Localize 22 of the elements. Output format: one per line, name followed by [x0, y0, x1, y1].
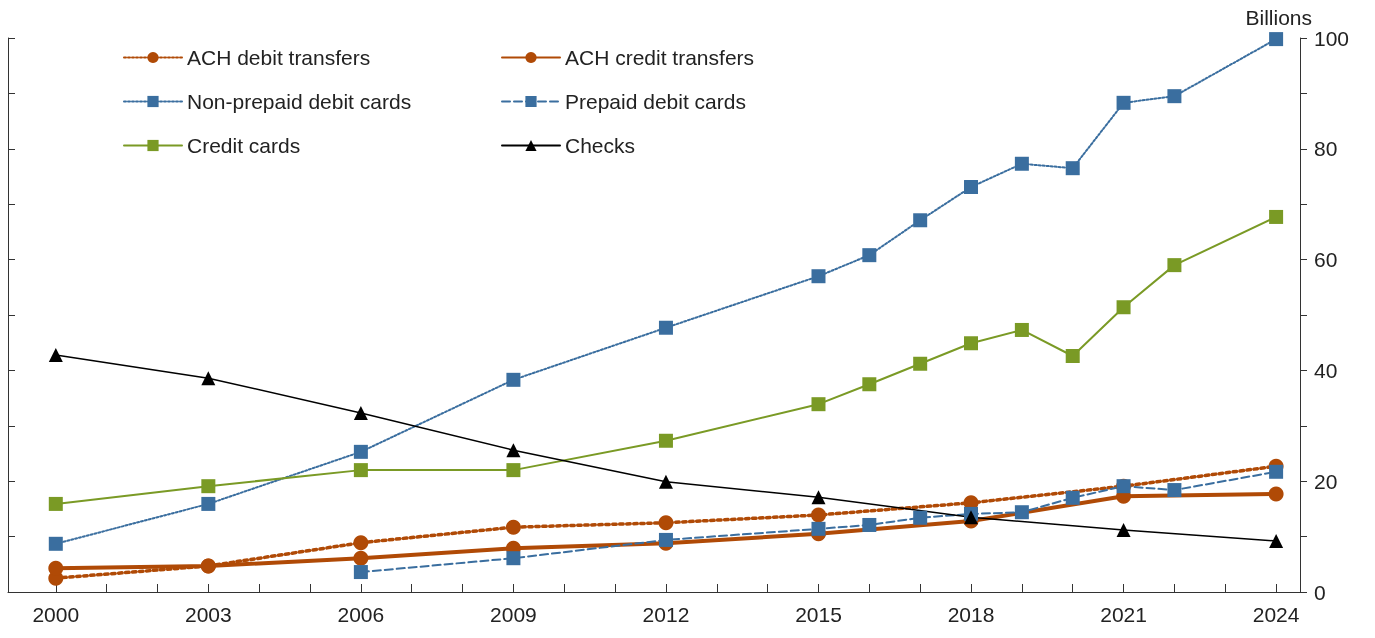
- x-tick-label: 2012: [642, 603, 690, 626]
- legend-label: ACH debit transfers: [187, 46, 371, 69]
- y-tick-label: 80: [1314, 137, 1338, 161]
- y-tick-label: 100: [1314, 26, 1350, 50]
- x-tick-label: 2003: [184, 603, 232, 626]
- x-tick-label: 2015: [795, 603, 842, 626]
- legend-label: Checks: [565, 134, 636, 157]
- y-tick-label: 60: [1314, 248, 1338, 272]
- x-tick-label: 2006: [337, 603, 385, 626]
- x-tick-label: 2024: [1252, 603, 1300, 626]
- legend-label: Prepaid debit cards: [565, 90, 746, 113]
- y-tick-label: 40: [1314, 358, 1338, 382]
- legend-label: ACH credit transfers: [565, 46, 755, 69]
- x-tick-label: 2000: [32, 603, 80, 626]
- y-tick-label: 0: [1314, 580, 1326, 604]
- y-tick-label: 20: [1314, 469, 1338, 493]
- legend-label: Non-prepaid debit cards: [187, 90, 412, 113]
- legend-label: Credit cards: [187, 134, 301, 157]
- x-tick-label: 2009: [490, 603, 537, 626]
- x-tick-label: 2021: [1100, 603, 1147, 626]
- x-tick-label: 2018: [947, 603, 995, 626]
- y-axis-title: Billions: [1245, 5, 1312, 29]
